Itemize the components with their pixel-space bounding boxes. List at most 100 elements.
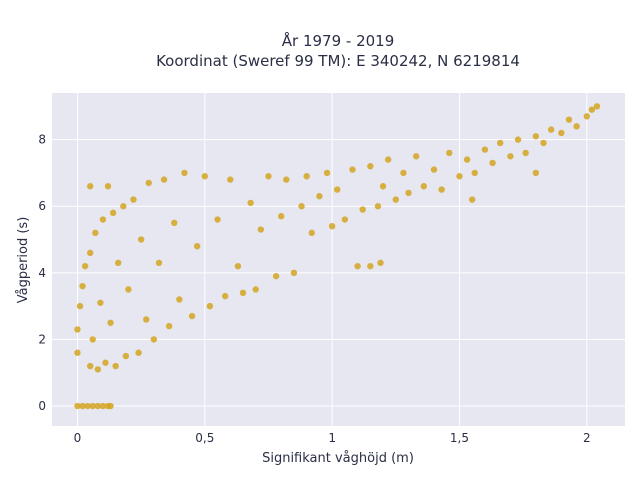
data-point	[558, 129, 565, 137]
x-axis-ticks: 0 0,5 1 1,5 2	[74, 431, 591, 445]
x-tick-label: 0,5	[195, 431, 214, 445]
data-point	[239, 289, 247, 296]
data-point	[130, 196, 137, 203]
data-point	[155, 259, 163, 267]
data-point	[79, 402, 86, 410]
data-point	[565, 116, 573, 123]
data-point	[76, 302, 84, 310]
data-point	[143, 316, 150, 323]
data-point	[112, 362, 119, 370]
data-point	[160, 176, 168, 183]
y-axis-ticks: 0 2 4 6 8	[38, 133, 46, 413]
data-point	[107, 402, 114, 410]
data-point	[94, 366, 102, 373]
data-point	[392, 196, 399, 203]
data-point	[278, 213, 285, 220]
data-point	[532, 169, 540, 177]
data-point	[290, 269, 298, 277]
data-point	[87, 362, 94, 370]
data-point	[334, 186, 341, 193]
data-point	[359, 206, 366, 213]
x-tick-label: 2	[583, 431, 591, 445]
data-point	[303, 173, 310, 180]
data-point	[367, 163, 374, 170]
data-point	[420, 183, 428, 190]
data-point	[145, 179, 152, 187]
data-point	[227, 176, 234, 183]
data-point	[532, 133, 540, 140]
data-point	[188, 312, 196, 320]
data-point	[99, 216, 107, 223]
data-point	[481, 146, 489, 153]
data-point	[547, 126, 555, 133]
data-point	[79, 282, 86, 290]
data-point	[573, 123, 580, 130]
x-tick-label: 1,5	[450, 431, 469, 445]
data-point	[252, 286, 259, 293]
data-point	[316, 193, 323, 200]
data-point	[87, 249, 94, 257]
data-point	[471, 169, 478, 177]
data-point	[374, 203, 382, 210]
data-point	[206, 302, 214, 310]
data-point	[221, 292, 229, 300]
y-tick-label: 4	[38, 266, 46, 280]
data-point	[405, 189, 412, 197]
data-point	[283, 176, 290, 183]
data-point	[115, 259, 122, 267]
data-point	[507, 153, 514, 160]
data-point	[84, 402, 91, 410]
data-point	[89, 402, 96, 410]
data-point	[181, 169, 188, 177]
data-point	[120, 203, 127, 210]
x-tick-label: 0	[74, 431, 82, 445]
data-point	[247, 199, 254, 207]
data-point	[400, 169, 407, 177]
y-tick-label: 2	[38, 332, 46, 346]
data-point	[446, 149, 453, 157]
data-point	[99, 402, 107, 410]
data-point	[92, 229, 99, 237]
data-point	[463, 156, 471, 163]
data-point	[456, 173, 463, 180]
data-point	[384, 156, 392, 163]
data-point	[328, 223, 336, 230]
data-point	[214, 216, 221, 223]
data-point	[94, 402, 102, 410]
data-point	[122, 352, 130, 360]
data-point	[522, 149, 529, 157]
data-point	[377, 259, 384, 267]
data-point	[430, 166, 438, 173]
x-tick-label: 1	[328, 431, 336, 445]
data-point	[135, 349, 142, 356]
data-point	[489, 159, 496, 167]
data-point	[193, 242, 201, 250]
data-point	[341, 216, 349, 223]
data-point	[469, 196, 476, 203]
x-axis-title: Signifikant våghöjd (m)	[262, 451, 414, 466]
data-point	[588, 106, 596, 113]
data-point	[102, 359, 109, 366]
data-point	[125, 286, 132, 293]
data-point	[438, 186, 445, 193]
data-point	[497, 139, 504, 147]
data-point	[150, 336, 158, 343]
grid-lines	[52, 93, 625, 426]
data-point	[176, 296, 183, 303]
data-point	[109, 209, 117, 217]
data-point	[74, 349, 81, 356]
data-point	[74, 326, 81, 333]
plot-area	[52, 93, 625, 426]
data-point	[137, 236, 145, 243]
data-point	[298, 203, 305, 210]
data-point	[87, 183, 94, 190]
y-tick-label: 0	[38, 399, 46, 413]
data-point	[104, 183, 112, 190]
data-point	[540, 139, 547, 147]
data-point	[349, 166, 356, 173]
data-point	[165, 322, 173, 330]
chart-title: År 1979 - 2019	[282, 31, 395, 50]
data-point	[81, 262, 89, 270]
data-points	[74, 103, 601, 410]
